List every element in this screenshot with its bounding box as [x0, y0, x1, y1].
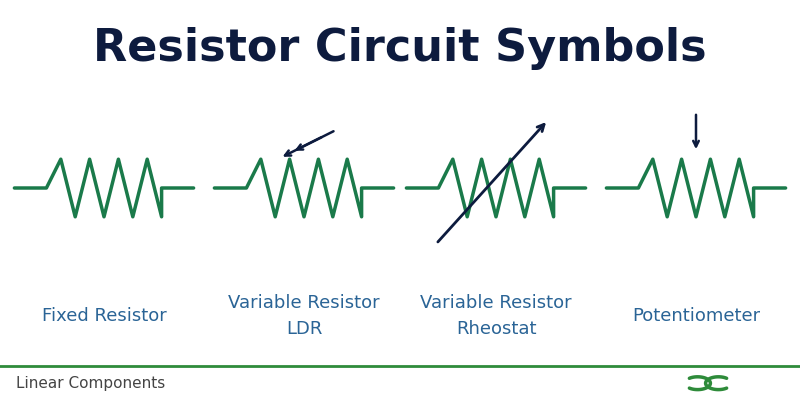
Text: Resistor Circuit Symbols: Resistor Circuit Symbols	[93, 26, 707, 70]
Text: Variable Resistor
Rheostat: Variable Resistor Rheostat	[420, 294, 572, 338]
Text: Fixed Resistor: Fixed Resistor	[42, 307, 166, 325]
Text: Linear Components: Linear Components	[16, 376, 166, 391]
Text: Variable Resistor
LDR: Variable Resistor LDR	[228, 294, 380, 338]
Text: Potentiometer: Potentiometer	[632, 307, 760, 325]
